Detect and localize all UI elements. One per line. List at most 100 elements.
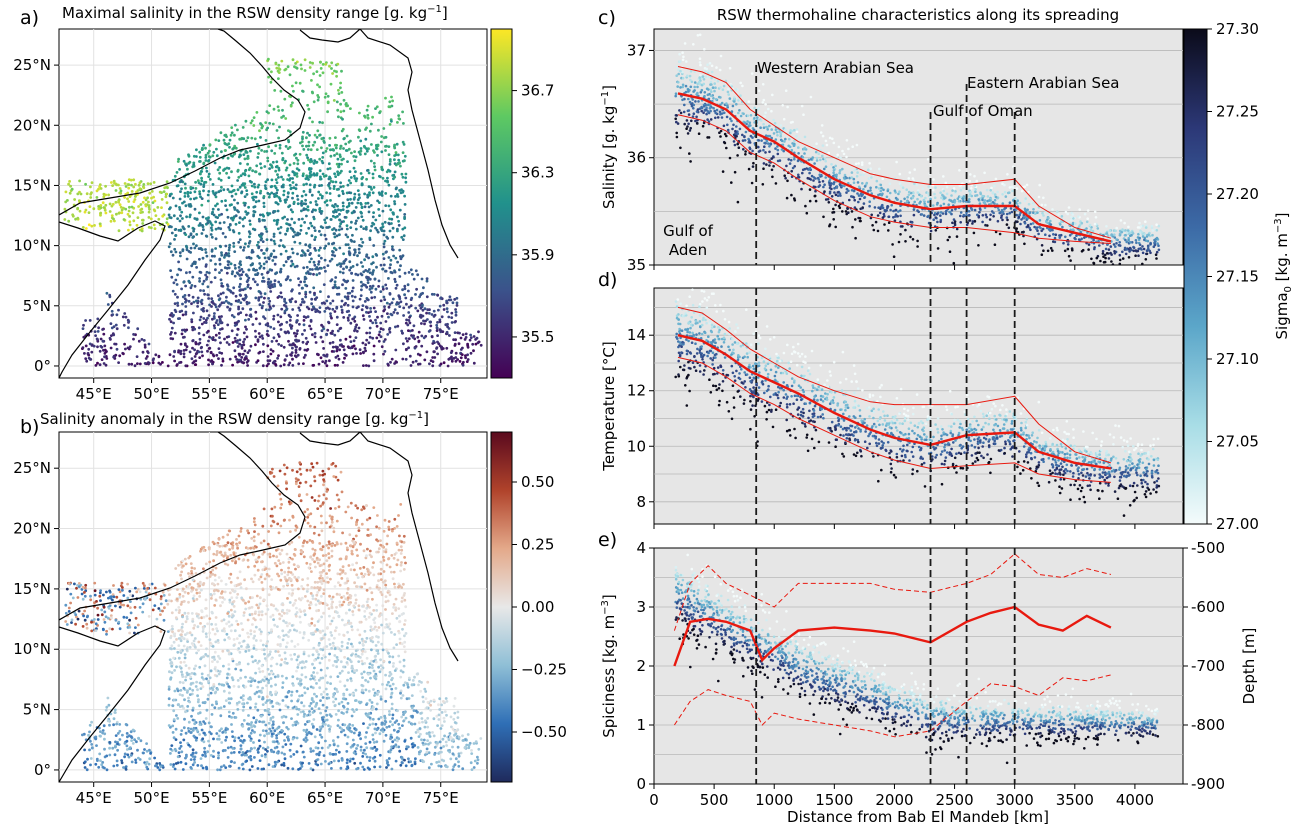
scatter-point: [372, 161, 376, 165]
scatter-point: [300, 765, 304, 768]
scatter-point: [344, 142, 348, 146]
scatter-point: [339, 660, 343, 664]
scatter-point: [321, 156, 325, 159]
scatter-point: [320, 615, 323, 619]
scatter-point: [290, 593, 294, 597]
scatter-point: [341, 117, 344, 121]
scatter-point: [182, 200, 186, 204]
scatter-point: [307, 107, 311, 111]
scatter-point: [178, 206, 181, 209]
scatter-point: [284, 278, 288, 282]
scatter-point: [313, 238, 317, 242]
scatter-point: [198, 257, 201, 261]
scatter-point: [345, 546, 349, 550]
scatter-point: [309, 252, 312, 255]
scatter-point: [201, 215, 205, 219]
scatter-point: [351, 299, 355, 303]
scatter-point: [266, 329, 269, 333]
scatter-point: [204, 653, 208, 656]
scatter-point: [239, 301, 243, 304]
scatter-point: [334, 175, 337, 179]
scatter-point: [138, 181, 142, 185]
scatter-point: [220, 268, 223, 272]
scatter-point: [248, 613, 252, 617]
scatter-point: [205, 166, 208, 170]
scatter-point: [180, 287, 184, 291]
scatter-point: [296, 198, 300, 201]
scatter-point: [391, 723, 394, 727]
scatter-point: [408, 321, 412, 325]
scatter-point: [335, 100, 339, 104]
scatter-point: [390, 217, 394, 221]
scatter-point: [240, 190, 244, 194]
scatter-point: [202, 228, 205, 232]
scatter-point: [217, 641, 220, 644]
scatter-point: [356, 273, 360, 277]
scatter-point: [189, 286, 193, 290]
scatter-point: [267, 67, 271, 71]
scatter-point: [287, 313, 291, 317]
scatter-point: [340, 227, 344, 231]
scatter-point: [183, 698, 186, 702]
scatter-point: [141, 222, 145, 225]
scatter-point: [332, 184, 336, 188]
scatter-point: [225, 295, 228, 299]
scatter-point: [205, 343, 209, 347]
scatter-point: [307, 140, 311, 144]
scatter-point: [361, 218, 365, 222]
scatter-point: [223, 167, 227, 171]
scatter-point: [120, 759, 123, 762]
scatter-point: [305, 144, 308, 148]
scatter-point: [197, 224, 201, 227]
scatter-point: [338, 218, 341, 222]
scatter-point: [378, 330, 382, 334]
scatter-point: [180, 729, 184, 732]
scatter-point: [181, 295, 185, 299]
scatter-point: [237, 736, 241, 740]
scatter-point: [308, 324, 311, 328]
scatter-point: [326, 576, 329, 580]
scatter-point: [214, 247, 218, 250]
scatter-point: [334, 713, 338, 716]
scatter-point: [371, 172, 375, 176]
scatter-point: [267, 593, 271, 597]
scatter-point: [286, 582, 289, 586]
scatter-point: [111, 313, 115, 316]
scatter-point: [254, 329, 257, 333]
scatter-point: [284, 743, 288, 746]
scatter-point: [200, 298, 204, 302]
scatter-point: [413, 346, 417, 350]
scatter-point: [191, 262, 195, 266]
scatter-point: [321, 325, 325, 329]
scatter-point: [387, 305, 391, 309]
scatter-point: [314, 200, 318, 203]
scatter-point: [257, 532, 260, 536]
scatter-point: [269, 284, 273, 287]
scatter-point: [399, 696, 403, 700]
scatter-point: [156, 206, 160, 209]
scatter-point: [297, 306, 301, 310]
scatter-point: [323, 200, 327, 204]
scatter-point: [306, 583, 310, 587]
scatter-point: [429, 708, 432, 712]
scatter-point: [193, 348, 197, 352]
scatter-point: [239, 277, 243, 281]
scatter-point: [92, 207, 96, 211]
scatter-point: [360, 182, 364, 186]
scatter-point: [386, 534, 389, 538]
scatter-point: [406, 283, 410, 287]
scatter-point: [315, 173, 319, 177]
scatter-point: [175, 363, 179, 366]
scatter-point: [126, 346, 130, 350]
scatter-point: [210, 254, 214, 258]
scatter-point: [253, 228, 257, 232]
scatter-point: [255, 111, 259, 114]
scatter-point: [268, 268, 272, 272]
scatter-point: [363, 346, 367, 350]
scatter-point: [328, 187, 332, 190]
scatter-point: [307, 719, 311, 723]
scatter-point: [127, 205, 131, 209]
scatter-point: [306, 249, 310, 253]
scatter-point: [357, 608, 361, 612]
scatter-point: [187, 727, 190, 730]
